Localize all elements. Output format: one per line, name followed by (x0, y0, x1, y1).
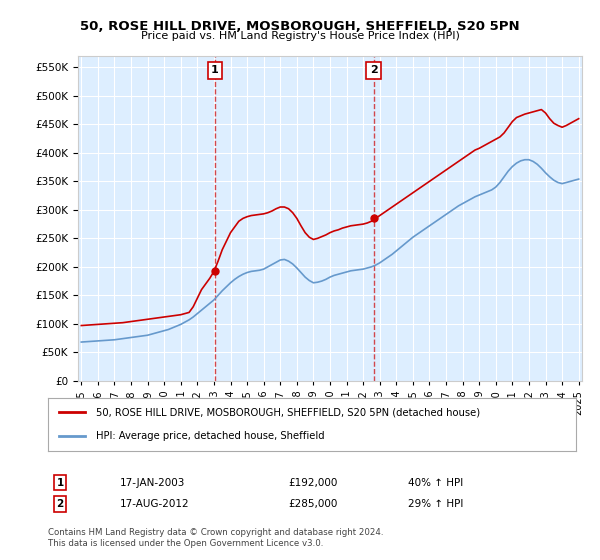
Text: 2: 2 (370, 66, 377, 75)
Text: 17-AUG-2012: 17-AUG-2012 (120, 499, 190, 509)
Text: 17-JAN-2003: 17-JAN-2003 (120, 478, 185, 488)
Text: 50, ROSE HILL DRIVE, MOSBOROUGH, SHEFFIELD, S20 5PN: 50, ROSE HILL DRIVE, MOSBOROUGH, SHEFFIE… (80, 20, 520, 32)
Text: 1: 1 (56, 478, 64, 488)
Text: 1: 1 (211, 66, 218, 75)
Text: 2: 2 (56, 499, 64, 509)
Text: 40% ↑ HPI: 40% ↑ HPI (408, 478, 463, 488)
Text: HPI: Average price, detached house, Sheffield: HPI: Average price, detached house, Shef… (95, 431, 324, 441)
Text: £192,000: £192,000 (288, 478, 337, 488)
Text: Contains HM Land Registry data © Crown copyright and database right 2024.
This d: Contains HM Land Registry data © Crown c… (48, 528, 383, 548)
Text: 50, ROSE HILL DRIVE, MOSBOROUGH, SHEFFIELD, S20 5PN (detached house): 50, ROSE HILL DRIVE, MOSBOROUGH, SHEFFIE… (95, 408, 479, 418)
Text: 29% ↑ HPI: 29% ↑ HPI (408, 499, 463, 509)
Text: £285,000: £285,000 (288, 499, 337, 509)
Text: Price paid vs. HM Land Registry's House Price Index (HPI): Price paid vs. HM Land Registry's House … (140, 31, 460, 41)
